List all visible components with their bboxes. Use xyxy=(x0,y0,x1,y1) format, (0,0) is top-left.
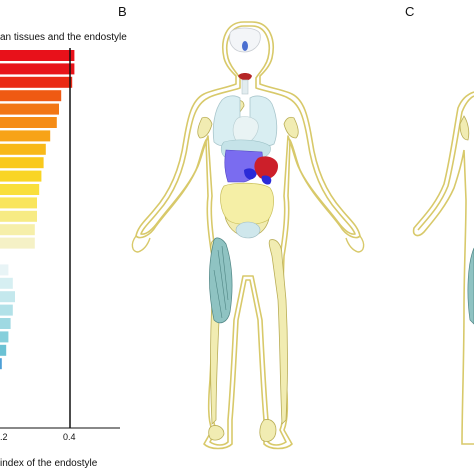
body-map xyxy=(131,21,365,450)
bar xyxy=(0,358,2,370)
panel-label-c: C xyxy=(405,4,414,19)
spleen xyxy=(254,156,278,180)
chart-title: an tissues and the endostyle xyxy=(0,32,127,43)
bar xyxy=(0,117,57,128)
bar-chart: an tissues and the endostyle .2 0.4 inde… xyxy=(0,32,127,469)
bladder xyxy=(235,221,261,239)
bar xyxy=(0,277,13,289)
x-tick-label-1: .2 xyxy=(0,432,8,442)
bar xyxy=(0,264,9,276)
bar xyxy=(0,224,35,236)
bar xyxy=(0,184,40,195)
body-outline-c xyxy=(412,91,474,445)
x-axis-label: index of the endostyle xyxy=(0,458,98,469)
thigh-muscle-c xyxy=(467,247,474,325)
thyroid xyxy=(238,73,252,81)
bar xyxy=(0,157,44,169)
bar-group xyxy=(0,50,75,370)
bar xyxy=(0,50,75,61)
trachea xyxy=(241,79,249,95)
bar xyxy=(0,170,42,182)
bar xyxy=(0,143,46,155)
bar xyxy=(0,237,35,249)
x-tick-label-2: 0.4 xyxy=(63,432,76,442)
bar xyxy=(0,130,51,142)
bar xyxy=(0,210,37,222)
hands xyxy=(131,235,365,253)
bar xyxy=(0,331,9,343)
bar xyxy=(0,103,59,115)
bar xyxy=(0,318,11,329)
bar xyxy=(0,304,13,316)
body-outline xyxy=(135,21,361,450)
bone-c xyxy=(459,115,470,141)
thigh-muscle xyxy=(209,237,233,324)
bar xyxy=(0,90,62,102)
panel-label-b: B xyxy=(118,4,127,19)
bar xyxy=(0,197,37,209)
muscle-fibers xyxy=(213,245,229,319)
bar xyxy=(0,76,73,88)
intestines xyxy=(220,182,274,225)
body-map-c xyxy=(412,91,474,445)
bar xyxy=(0,291,15,303)
bar xyxy=(0,63,75,75)
kidneys xyxy=(244,168,272,185)
heart xyxy=(232,116,259,147)
brain xyxy=(229,27,261,53)
bar xyxy=(0,344,7,356)
